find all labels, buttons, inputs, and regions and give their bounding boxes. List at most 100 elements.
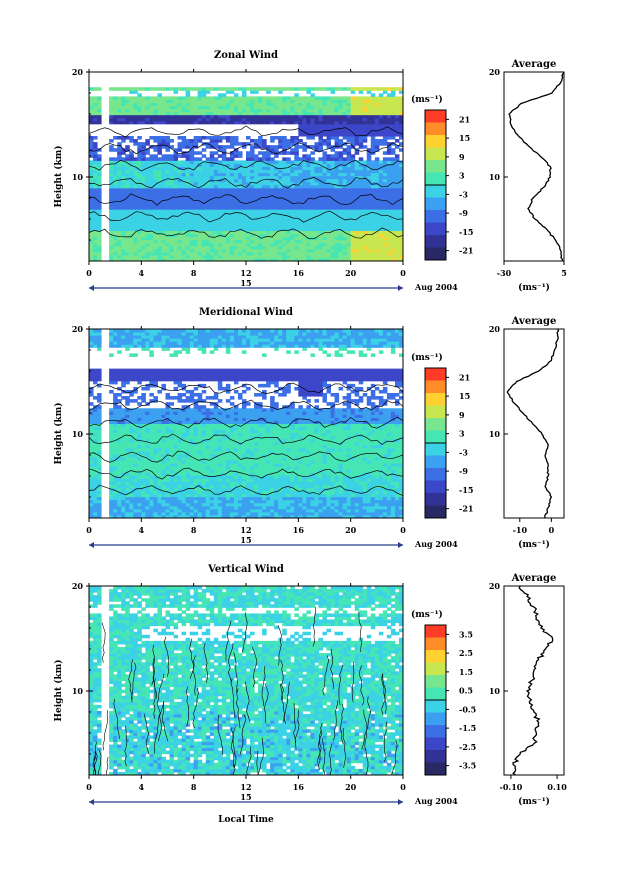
heatmap-cell xyxy=(274,215,279,219)
heatmap-cell xyxy=(205,242,211,247)
heatmap-cell xyxy=(149,496,154,501)
heatmap-cell xyxy=(145,108,150,113)
heatmap-cell xyxy=(177,148,183,152)
heatmap-cell xyxy=(177,257,183,261)
heatmap-cell xyxy=(386,172,392,177)
heatmap-cell xyxy=(141,438,146,443)
heatmap-cell xyxy=(189,184,195,189)
heatmap-cell xyxy=(334,239,340,244)
heatmap-cell xyxy=(262,196,267,201)
heatmap-cell xyxy=(129,499,134,504)
heatmap-cell xyxy=(137,505,142,510)
heatmap-cell xyxy=(89,136,94,140)
heatmap-cell xyxy=(157,218,162,222)
heatmap-cell xyxy=(378,105,384,110)
heatmap-cell xyxy=(358,105,364,110)
heatmap-cell xyxy=(145,254,150,259)
heatmap-cell xyxy=(318,102,323,107)
heatmap-cell xyxy=(254,90,259,94)
heatmap-cell xyxy=(386,151,392,155)
heatmap-cell xyxy=(398,160,403,164)
heatmap-cell xyxy=(109,166,114,171)
heatmap-cell xyxy=(282,248,287,253)
heatmap-cell xyxy=(342,254,348,259)
heatmap-cell xyxy=(221,178,227,183)
heatmap-cell xyxy=(165,341,171,345)
heatmap-cell xyxy=(374,233,380,238)
heatmap-cell xyxy=(161,251,166,256)
heatmap-cell xyxy=(185,239,191,244)
heatmap-cell xyxy=(109,209,114,213)
heatmap-cell xyxy=(117,236,122,241)
heatmap-cell xyxy=(181,242,187,247)
heatmap-cell xyxy=(181,230,187,235)
heatmap-cell xyxy=(322,190,328,195)
heatmap-cell xyxy=(109,242,114,247)
heatmap-cell xyxy=(225,236,231,241)
heatmap-cell xyxy=(145,215,150,219)
heatmap-cell xyxy=(153,203,158,207)
heatmap-cell xyxy=(350,136,356,140)
heatmap-cell xyxy=(117,245,122,250)
heatmap-cell xyxy=(197,215,203,219)
heatmap-cell xyxy=(310,251,315,256)
heatmap-cell xyxy=(181,187,187,192)
heatmap-cell xyxy=(169,329,175,333)
heatmap-cell xyxy=(205,187,211,192)
heatmap-cell xyxy=(193,120,199,125)
heatmap-cell xyxy=(157,105,162,110)
heatmap-cell xyxy=(290,172,295,177)
heatmap-cell xyxy=(93,230,98,235)
heatmap-cell xyxy=(189,178,195,183)
heatmap-cell xyxy=(302,215,307,219)
heatmap-cell xyxy=(229,245,235,250)
heatmap-cell xyxy=(181,429,187,434)
heatmap-cell xyxy=(149,493,154,498)
heatmap-cell xyxy=(153,438,158,443)
heatmap-cell xyxy=(153,175,158,180)
heatmap-cell xyxy=(97,233,102,238)
colorbar-band xyxy=(425,185,446,198)
heatmap-cell xyxy=(93,335,98,339)
heatmap-cell xyxy=(334,151,340,155)
heatmap-cell xyxy=(153,87,158,91)
heatmap-cell xyxy=(229,154,235,158)
heatmap-cell xyxy=(109,230,114,235)
heatmap-cell xyxy=(334,96,340,100)
heatmap-cell xyxy=(149,341,154,345)
heatmap-cell xyxy=(121,383,126,388)
heatmap-cell xyxy=(306,111,311,116)
heatmap-cell xyxy=(237,236,243,241)
heatmap-cell xyxy=(298,160,303,164)
heatmap-cell xyxy=(342,172,348,177)
heatmap-cell xyxy=(169,242,175,247)
heatmap-cell xyxy=(133,353,138,357)
heatmap-cell xyxy=(153,377,158,382)
heatmap-cell xyxy=(266,221,271,225)
heatmap-cell xyxy=(366,221,372,225)
heatmap-cell xyxy=(173,508,179,513)
heatmap-cell xyxy=(205,239,211,244)
heatmap-cell xyxy=(193,157,199,161)
heatmap-cell xyxy=(181,87,187,91)
heatmap-cell xyxy=(258,200,263,204)
heatmap-cell xyxy=(161,102,166,107)
heatmap-cell xyxy=(298,132,303,137)
heatmap-cell xyxy=(149,338,154,342)
heatmap-cell xyxy=(121,160,126,164)
heatmap-cell xyxy=(354,163,360,167)
heatmap-cell xyxy=(117,399,122,403)
heatmap-cell xyxy=(258,215,263,219)
heatmap-cell xyxy=(93,490,98,495)
heatmap-cell xyxy=(137,335,142,339)
heatmap-cell xyxy=(378,209,384,213)
heatmap-cell xyxy=(153,178,158,183)
heatmap-cell xyxy=(342,212,348,216)
heatmap-cell xyxy=(169,460,175,464)
heatmap-cell xyxy=(350,242,356,247)
heatmap-cell xyxy=(350,196,356,201)
heatmap-cell xyxy=(250,239,255,244)
heatmap-cell xyxy=(298,251,303,256)
heatmap-cell xyxy=(181,218,187,222)
heatmap-cell xyxy=(169,472,175,476)
